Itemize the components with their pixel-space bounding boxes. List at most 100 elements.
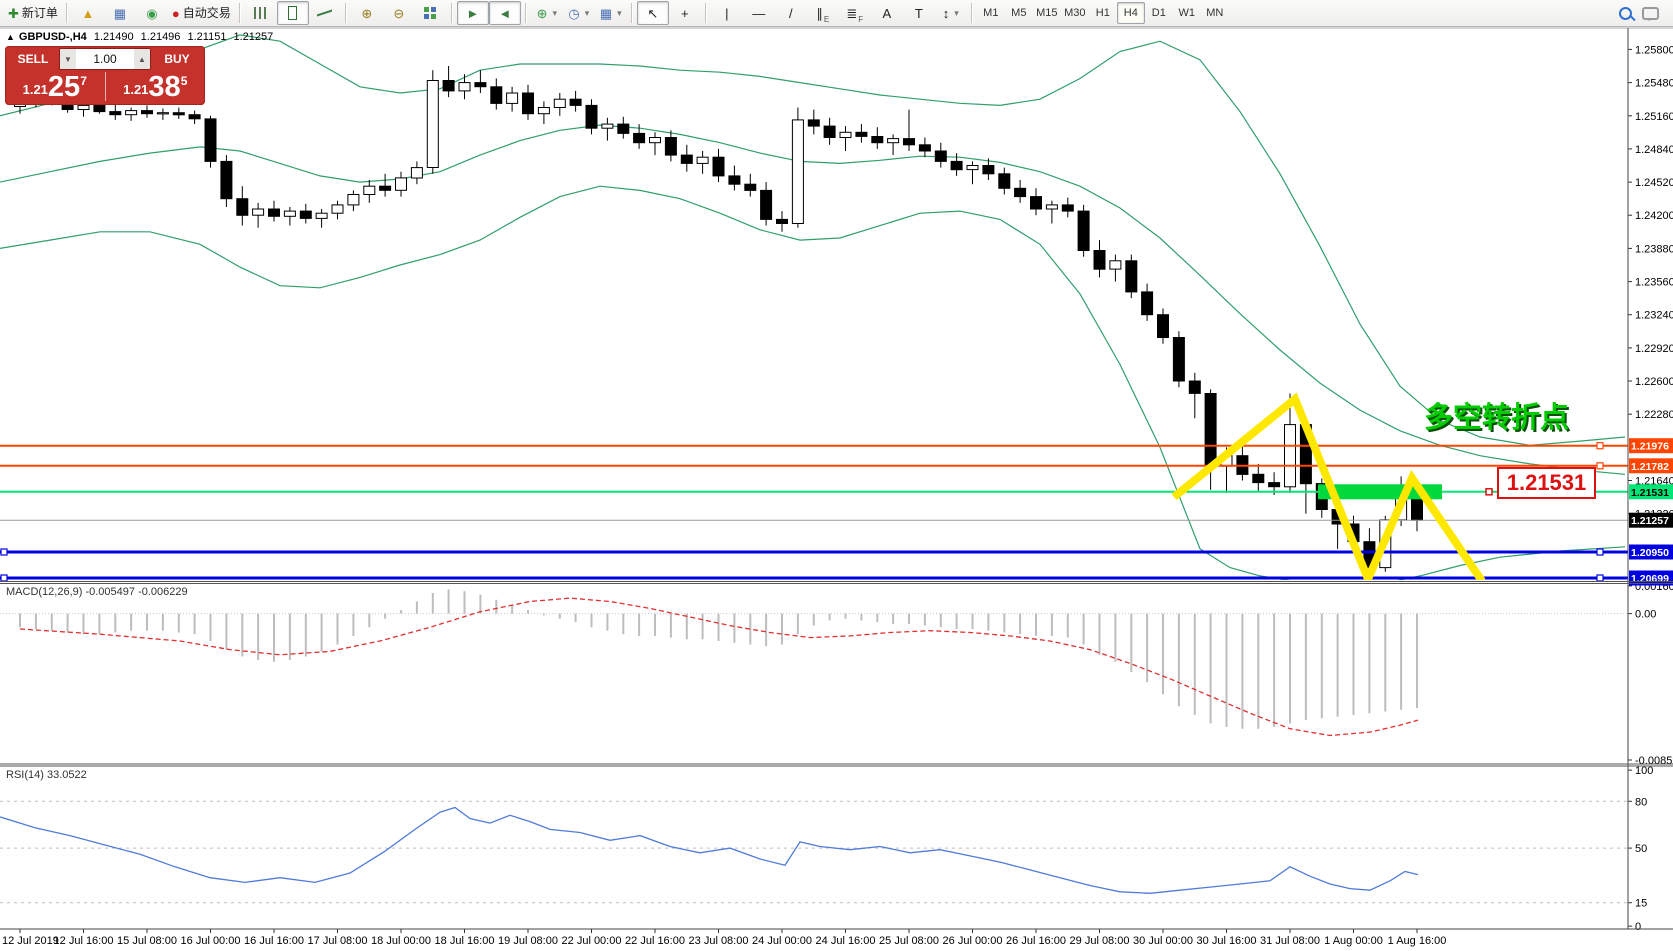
timeframe-m1[interactable]: M1 [983, 7, 999, 19]
price-axis[interactable]: 1.25800 1.25480 1.25160 1.24840 1.24520 1.242… [1628, 44, 1673, 586]
panel-divider [104, 72, 106, 101]
chevron-down-icon[interactable]: ▾ [617, 7, 622, 18]
cursor-button[interactable]: ↖ [636, 1, 669, 25]
buy-price[interactable]: 1.21 38 5 [106, 70, 206, 103]
indicators-button[interactable]: ⊕ ▾ [531, 1, 563, 25]
timeframe-w1[interactable]: W1 [1178, 7, 1196, 19]
toolbar-separator [450, 3, 453, 23]
trendline-icon: / [788, 5, 793, 21]
yellow-trend-annotation[interactable] [1171, 392, 1486, 581]
svg-text:24 Jul 16:00: 24 Jul 16:00 [816, 935, 876, 947]
text-tool-icon: A [882, 5, 892, 21]
new-order-button[interactable]: ✚ 新订单 [8, 5, 58, 21]
timeframe-m15[interactable]: M15 [1036, 7, 1058, 19]
market-watch-icon: ▦ [113, 5, 127, 21]
svg-text:1.22920: 1.22920 [1635, 343, 1673, 355]
timeframe-m30[interactable]: M30 [1064, 7, 1086, 19]
sell-button[interactable]: SELL [7, 51, 59, 67]
zoom-in-button[interactable]: ⊕ [351, 1, 383, 25]
bar-chart-button[interactable] [245, 1, 277, 25]
svg-text:1.21257: 1.21257 [1631, 515, 1669, 527]
text-tool-button[interactable]: A [871, 1, 903, 25]
tile-windows-button[interactable] [415, 1, 447, 25]
svg-text:15 Jul 08:00: 15 Jul 08:00 [117, 935, 177, 947]
svg-text:16 Jul 16:00: 16 Jul 16:00 [244, 935, 304, 947]
bollinger-lower-band [0, 185, 1626, 580]
timeframe-h4[interactable]: H4 [1116, 2, 1145, 24]
bollinger-upper-band [0, 34, 1626, 446]
periods-button[interactable]: ◷ ▾ [563, 1, 595, 25]
auto-scroll-button[interactable]: ► [456, 1, 489, 25]
chat-icon[interactable] [1642, 6, 1659, 21]
search-icon[interactable] [1619, 6, 1632, 20]
fibonacci-button[interactable]: ≣ F [846, 5, 864, 24]
arrows-tool-icon: ↕ [942, 5, 950, 21]
svg-text:22 Jul 16:00: 22 Jul 16:00 [625, 935, 685, 947]
price-callout-box[interactable]: 1.21531 [1497, 467, 1596, 499]
svg-text:30 Jul 00:00: 30 Jul 00:00 [1133, 935, 1193, 947]
line-handle [1596, 442, 1604, 450]
templates-button[interactable]: ▦ ▾ [595, 1, 627, 25]
symbol-name: GBPUSD-,H4 [18, 31, 87, 43]
periods-icon: ◷ [568, 5, 580, 21]
svg-text:100: 100 [1635, 765, 1653, 777]
macd-histogram [19, 589, 1418, 729]
trendline-button[interactable]: / [775, 1, 807, 25]
horizontal-line-button[interactable]: — [743, 1, 775, 25]
timeframe-h1[interactable]: H1 [1095, 7, 1110, 19]
timeframe-m5[interactable]: M5 [1011, 7, 1027, 19]
channel-icon: ∥ [816, 5, 823, 21]
panel-toggle-icon[interactable]: ▲ [6, 32, 15, 42]
volume-decrease-button[interactable]: ▼ [60, 49, 76, 69]
chevron-down-icon[interactable]: ▾ [954, 7, 959, 18]
rsi-pane: 100 80 50 15 0 [0, 765, 1653, 933]
timeframe-d1[interactable]: D1 [1151, 7, 1166, 19]
svg-text:23 Jul 08:00: 23 Jul 08:00 [689, 935, 749, 947]
channel-button[interactable]: ∥ E [816, 5, 830, 24]
svg-text:15: 15 [1635, 898, 1647, 910]
sell-price[interactable]: 1.21 25 7 [5, 70, 105, 103]
line-chart-icon [317, 8, 332, 19]
svg-text:1 Aug 00:00: 1 Aug 00:00 [1324, 935, 1383, 947]
macd-signal-line [19, 597, 1419, 737]
ohlc-open: 1.21490 [93, 31, 134, 43]
svg-text:1.24520: 1.24520 [1635, 177, 1673, 189]
svg-text:1.23240: 1.23240 [1635, 310, 1673, 322]
toolbar-separator [65, 3, 68, 23]
chevron-down-icon[interactable]: ▾ [584, 7, 590, 18]
timeframe-mn[interactable]: MN [1206, 7, 1224, 19]
candlestick-chart-icon [288, 6, 298, 20]
market-watch-button[interactable]: ▦ [104, 1, 136, 25]
line-chart-button[interactable] [309, 1, 341, 25]
chevron-down-icon[interactable]: ▾ [552, 7, 558, 18]
ohlc-low: 1.21151 [187, 31, 227, 43]
profiles-button[interactable]: ▲ [72, 1, 104, 25]
buy-price-main: 1.21 [123, 82, 149, 97]
arrows-tool-button[interactable]: ↕ ▾ [935, 1, 967, 25]
buy-button[interactable]: BUY [151, 51, 203, 67]
templates-icon: ▦ [599, 5, 613, 21]
cursor-icon: ↖ [647, 5, 659, 21]
svg-text:30 Jul 16:00: 30 Jul 16:00 [1197, 935, 1257, 947]
svg-text:1.21531: 1.21531 [1631, 487, 1669, 499]
signal-icon: ◉ [146, 5, 158, 21]
svg-text:26 Jul 16:00: 26 Jul 16:00 [1006, 935, 1066, 947]
crosshair-button[interactable]: + [669, 1, 701, 25]
auto-trading-button[interactable]: ● 自动交易 [171, 5, 231, 21]
line-handle [0, 548, 8, 556]
label-tool-button[interactable]: T [903, 1, 935, 25]
chart-shift-button[interactable]: ◄ [488, 1, 521, 25]
profiles-icon: ▲ [81, 5, 95, 21]
volume-increase-button[interactable]: ▲ [134, 49, 150, 69]
sell-price-sup: 7 [80, 74, 87, 88]
vertical-line-button[interactable]: | [711, 1, 743, 25]
svg-text:1.21782: 1.21782 [1631, 461, 1669, 473]
signal-button[interactable]: ◉ [136, 1, 168, 25]
candlestick-chart-button[interactable] [276, 1, 309, 25]
macd-indicator-label: MACD(12,26,9) -0.005497 -0.006229 [6, 586, 188, 598]
zoom-out-button[interactable]: ⊖ [383, 1, 415, 25]
volume-input[interactable] [76, 51, 134, 67]
svg-text:1.24840: 1.24840 [1635, 144, 1673, 156]
